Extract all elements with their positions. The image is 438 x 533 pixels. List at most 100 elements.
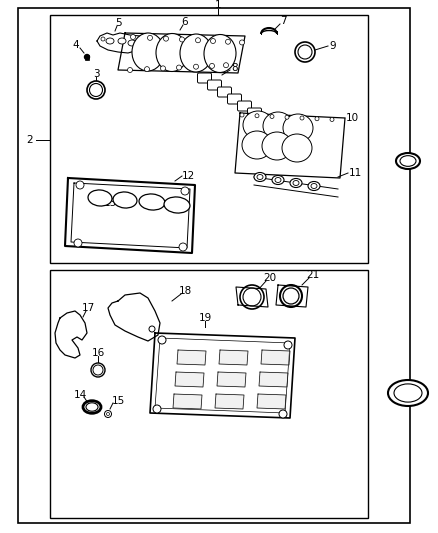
Ellipse shape [180, 37, 184, 42]
Polygon shape [65, 178, 195, 253]
Polygon shape [217, 372, 246, 387]
Ellipse shape [243, 288, 261, 306]
Ellipse shape [283, 114, 313, 142]
Ellipse shape [262, 132, 292, 160]
Text: 13: 13 [103, 198, 117, 208]
Ellipse shape [242, 131, 272, 159]
Polygon shape [235, 113, 345, 178]
Bar [85, 55, 89, 60]
Ellipse shape [194, 64, 198, 69]
Ellipse shape [180, 34, 212, 72]
Ellipse shape [131, 35, 135, 39]
Ellipse shape [284, 341, 292, 349]
Ellipse shape [163, 36, 169, 41]
Ellipse shape [209, 63, 215, 68]
Ellipse shape [106, 38, 114, 44]
Text: 9: 9 [330, 41, 336, 51]
Ellipse shape [127, 68, 133, 72]
Ellipse shape [285, 115, 289, 119]
Ellipse shape [240, 113, 244, 117]
Ellipse shape [148, 35, 152, 41]
Polygon shape [219, 350, 248, 365]
Ellipse shape [400, 156, 416, 166]
Ellipse shape [263, 112, 293, 140]
Ellipse shape [113, 192, 137, 208]
Text: 4: 4 [73, 40, 79, 50]
Ellipse shape [153, 405, 161, 413]
Ellipse shape [315, 117, 319, 121]
Ellipse shape [128, 40, 136, 46]
Ellipse shape [255, 114, 259, 118]
Ellipse shape [137, 43, 141, 47]
Bar [50, 15, 368, 263]
Ellipse shape [295, 42, 315, 62]
Ellipse shape [308, 182, 320, 190]
Bar [50, 270, 368, 518]
Ellipse shape [145, 67, 149, 71]
Ellipse shape [279, 410, 287, 418]
Text: 8: 8 [232, 63, 238, 73]
Ellipse shape [270, 115, 274, 118]
FancyBboxPatch shape [247, 108, 261, 118]
Ellipse shape [300, 116, 304, 120]
Ellipse shape [177, 65, 181, 70]
Polygon shape [257, 394, 286, 409]
Text: 21: 21 [306, 270, 320, 280]
FancyBboxPatch shape [208, 80, 222, 90]
Ellipse shape [290, 179, 302, 188]
Ellipse shape [283, 288, 299, 304]
Text: 16: 16 [92, 348, 105, 358]
Ellipse shape [179, 243, 187, 251]
Ellipse shape [76, 181, 84, 189]
FancyBboxPatch shape [198, 73, 212, 83]
Ellipse shape [388, 380, 428, 406]
Text: 11: 11 [348, 168, 362, 178]
Ellipse shape [311, 183, 317, 189]
Text: 10: 10 [346, 113, 359, 123]
Ellipse shape [93, 365, 103, 375]
Ellipse shape [298, 45, 312, 59]
Ellipse shape [330, 117, 334, 122]
Circle shape [85, 54, 89, 60]
Text: 14: 14 [74, 390, 87, 400]
Ellipse shape [226, 39, 230, 44]
Polygon shape [175, 372, 204, 387]
Ellipse shape [149, 326, 155, 332]
Ellipse shape [394, 384, 422, 402]
Ellipse shape [280, 285, 302, 307]
Ellipse shape [240, 285, 264, 309]
Text: 12: 12 [181, 171, 194, 181]
Ellipse shape [156, 34, 188, 71]
Ellipse shape [101, 37, 105, 41]
Ellipse shape [293, 181, 299, 185]
Text: 1: 1 [215, 0, 221, 10]
FancyBboxPatch shape [237, 101, 251, 111]
Ellipse shape [223, 63, 229, 68]
Ellipse shape [89, 84, 102, 96]
Polygon shape [177, 350, 206, 365]
Polygon shape [55, 311, 87, 358]
Text: 7: 7 [280, 16, 286, 26]
Ellipse shape [254, 173, 266, 182]
Ellipse shape [105, 410, 112, 417]
Ellipse shape [257, 174, 263, 180]
Ellipse shape [132, 33, 164, 71]
Polygon shape [97, 33, 143, 53]
Ellipse shape [88, 190, 112, 206]
Polygon shape [150, 333, 295, 418]
Ellipse shape [211, 38, 215, 44]
Polygon shape [118, 33, 245, 73]
Ellipse shape [160, 66, 166, 71]
Text: 17: 17 [81, 303, 95, 313]
Ellipse shape [240, 40, 244, 45]
Ellipse shape [118, 38, 126, 44]
Text: 19: 19 [198, 313, 212, 323]
Ellipse shape [275, 177, 281, 182]
Text: 5: 5 [116, 18, 122, 28]
Ellipse shape [106, 413, 110, 416]
Text: 15: 15 [111, 396, 125, 406]
Ellipse shape [195, 38, 201, 43]
Polygon shape [215, 394, 244, 409]
Ellipse shape [396, 153, 420, 169]
Text: 3: 3 [93, 69, 99, 79]
